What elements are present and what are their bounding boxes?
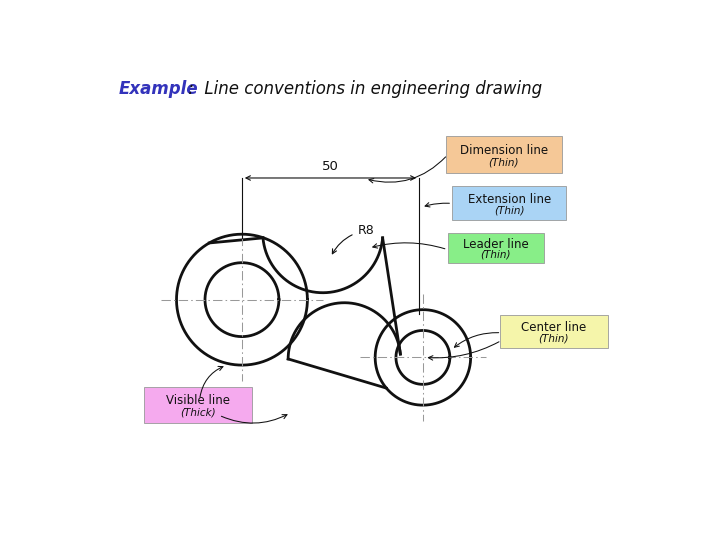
Text: Leader line: Leader line (463, 238, 528, 251)
Text: 50: 50 (322, 160, 339, 173)
FancyBboxPatch shape (448, 233, 544, 264)
FancyBboxPatch shape (500, 315, 608, 348)
FancyBboxPatch shape (446, 137, 562, 173)
Text: :  Line conventions in engineering drawing: : Line conventions in engineering drawin… (183, 80, 541, 98)
Text: (Thin): (Thin) (494, 205, 524, 215)
Text: (Thin): (Thin) (480, 250, 511, 260)
Text: (Thick): (Thick) (180, 408, 216, 418)
Text: Extension line: Extension line (467, 193, 551, 206)
Text: R8: R8 (333, 224, 374, 254)
Text: Center line: Center line (521, 321, 586, 334)
FancyBboxPatch shape (452, 186, 566, 220)
Text: (Thin): (Thin) (488, 158, 519, 167)
Text: Visible line: Visible line (166, 394, 230, 407)
Text: Example: Example (119, 80, 199, 98)
FancyBboxPatch shape (144, 387, 252, 423)
Text: (Thin): (Thin) (539, 334, 569, 344)
Text: Dimension line: Dimension line (459, 144, 548, 157)
